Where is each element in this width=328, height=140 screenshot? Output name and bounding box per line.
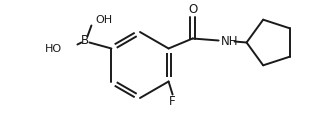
Text: NH: NH xyxy=(220,35,238,48)
Text: OH: OH xyxy=(95,15,113,24)
Text: F: F xyxy=(169,95,176,108)
Text: B: B xyxy=(81,34,90,47)
Text: O: O xyxy=(188,3,197,16)
Text: HO: HO xyxy=(45,44,62,53)
